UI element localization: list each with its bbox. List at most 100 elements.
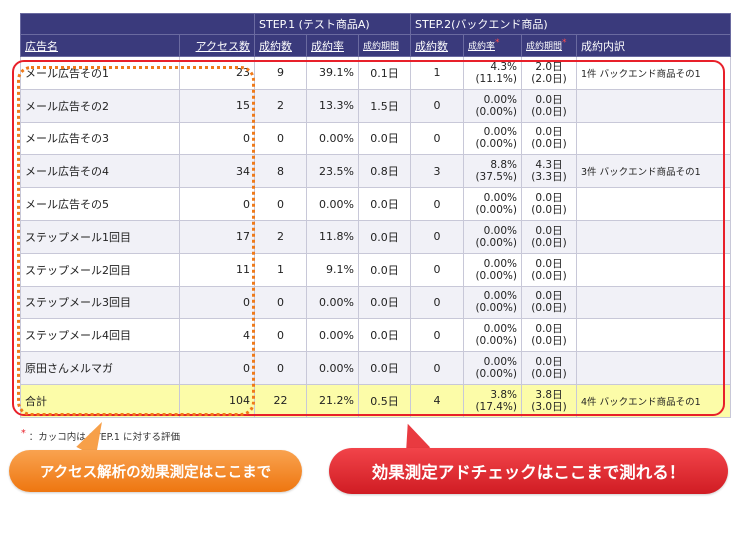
s1-period-cell: 0.0日: [358, 121, 411, 156]
s2-detail-cell: [575, 219, 732, 254]
s2-rate-cell: 0.00% (0.00%): [463, 285, 522, 320]
col-s1-rate-label[interactable]: 成約率: [311, 39, 344, 53]
ad-name-value: メール広告その4: [25, 165, 109, 179]
s2-rate-cell: 0.00% (0.00%): [463, 318, 522, 353]
s2-period-value: (0.0日): [531, 368, 567, 381]
s2-rate-cell: 3.8% (17.4%): [463, 383, 522, 418]
total-row: 合計 104 22 21.2% 0.5日 4 3.8% (17.4%) 3.8日 (3.0日) 4件…: [20, 383, 732, 418]
s2-count-value: 1: [433, 66, 441, 80]
s2-period-value: 0.0日: [535, 356, 563, 369]
s1-rate-value: 39.1%: [319, 66, 354, 80]
col-s2-period[interactable]: 成約期間*: [521, 34, 577, 57]
col-s1-period[interactable]: 成約期間: [358, 34, 411, 57]
s2-rate-value: 0.00%: [483, 356, 517, 369]
s2-count-value: 0: [433, 99, 441, 113]
s2-period-value: (0.0日): [531, 236, 567, 249]
s2-rate-value: (11.1%): [475, 72, 517, 85]
adcheck-range-highlight: [12, 60, 725, 416]
s1-period-cell: 0.0日: [358, 318, 411, 353]
s1-count-cell: 0: [254, 318, 307, 353]
col-s2-period-label[interactable]: 成約期間: [526, 42, 563, 52]
s2-rate-cell: 0.00% (0.00%): [463, 187, 522, 221]
s2-period-cell: 0.0日 (0.0日): [521, 187, 577, 221]
col-s2-rate[interactable]: 成約率*: [463, 34, 522, 57]
s2-period-cell: 0.0日 (0.0日): [521, 88, 577, 123]
col-s1-period-label[interactable]: 成約期間: [363, 42, 400, 52]
s2-count-cell: 3: [410, 154, 464, 189]
access-cell: 34: [179, 154, 255, 189]
ad-name-cell: ステップメール2回目: [20, 252, 180, 287]
col-s1-count[interactable]: 成約数: [254, 34, 307, 57]
table-row: メール広告その2 15 2 13.3% 1.5日 0 0.00% (0.00%) 0.0日 (0.…: [20, 88, 732, 123]
s2-rate-value: 0.00%: [483, 93, 517, 106]
s2-rate-value: (0.00%): [475, 269, 517, 282]
s2-rate-value: (0.00%): [475, 105, 517, 118]
s1-period-value: 1.5日: [370, 99, 399, 113]
ad-name-value: 原田さんメルマガ: [25, 362, 113, 376]
col-ad-name-label[interactable]: 広告名: [25, 39, 58, 53]
s1-count-value: 0: [277, 361, 284, 375]
s2-detail-cell: [575, 351, 732, 385]
ad-name-value: ステップメール3回目: [25, 296, 131, 310]
s2-period-value: 0.0日: [535, 224, 563, 237]
s1-count-value: 2: [277, 230, 284, 244]
s1-rate-value: 21.2%: [319, 394, 354, 408]
s1-period-cell: 0.0日: [358, 285, 411, 320]
s1-count-value: 2: [277, 99, 284, 113]
header-row-steps: STEP.1 (テスト商品A) STEP.2(バックエンド商品): [20, 13, 732, 35]
s1-count-value: 22: [273, 394, 288, 408]
col-s1-rate[interactable]: 成約率: [306, 34, 359, 57]
s1-count-cell: 2: [254, 88, 307, 123]
s2-rate-value: (0.00%): [475, 236, 517, 249]
s1-period-cell: 0.8日: [358, 154, 411, 189]
col-access[interactable]: アクセス数: [179, 34, 255, 57]
header-blank: [20, 13, 255, 35]
ad-name-cell: 原田さんメルマガ: [20, 351, 180, 385]
s2-count-cell: 0: [410, 187, 464, 221]
s1-period-cell: 0.0日: [358, 351, 411, 385]
access-value: 0: [243, 131, 250, 145]
access-cell: 0: [179, 351, 255, 385]
access-cell: 0: [179, 121, 255, 156]
s2-period-value: 2.0日: [535, 60, 563, 73]
s2-detail-value: 1件 バックエンド商品その1: [581, 68, 701, 80]
s2-rate-value: 0.00%: [483, 290, 517, 303]
s2-period-value: (3.0日): [531, 400, 567, 413]
s1-period-value: 0.0日: [370, 230, 399, 244]
s2-period-value: (2.0日): [531, 72, 567, 85]
access-cell: 15: [179, 88, 255, 123]
s2-rate-cell: 8.8% (37.5%): [463, 154, 522, 189]
col-s2-rate-label[interactable]: 成約率: [468, 42, 496, 52]
s2-detail-value: 3件 バックエンド商品その1: [581, 167, 701, 179]
col-s2-count[interactable]: 成約数: [410, 34, 464, 57]
col-s1-count-label[interactable]: 成約数: [259, 39, 292, 53]
adcheck-callout: 効果測定アドチェックはここまで測れる！: [329, 448, 728, 494]
ad-name-value: ステップメール4回目: [25, 329, 131, 343]
s2-rate-cell: 0.00% (0.00%): [463, 121, 522, 156]
s2-count-value: 0: [433, 197, 441, 211]
s2-period-value: 0.0日: [535, 323, 563, 336]
s1-rate-cell: 13.3%: [306, 88, 359, 123]
s1-period-value: 0.0日: [370, 263, 399, 277]
s1-count-value: 0: [277, 295, 284, 309]
s2-period-value: 0.0日: [535, 93, 563, 106]
s1-count-cell: 0: [254, 351, 307, 385]
ad-name-value: メール広告その2: [25, 99, 109, 113]
s1-period-cell: 0.0日: [358, 219, 411, 254]
col-access-label[interactable]: アクセス数: [195, 39, 250, 53]
s1-rate-value: 0.00%: [319, 295, 354, 309]
ad-name-value: メール広告その3: [25, 132, 109, 146]
s1-period-value: 0.1日: [370, 66, 399, 80]
col-s2-count-label[interactable]: 成約数: [415, 39, 448, 53]
s2-count-value: 4: [433, 394, 441, 408]
access-value: 11: [236, 263, 250, 277]
access-value: 0: [243, 197, 250, 211]
access-callout: アクセス解析の効果測定はここまで: [9, 450, 302, 492]
s1-count-cell: 0: [254, 187, 307, 221]
table-row: ステップメール4回目 4 0 0.00% 0.0日 0 0.00% (0.00%) 0.0日 (0…: [20, 318, 732, 353]
s2-rate-value: 0.00%: [483, 257, 517, 270]
s1-count-value: 8: [277, 164, 284, 178]
col-ad-name[interactable]: 広告名: [20, 34, 180, 57]
s2-rate-value: 0.00%: [483, 126, 517, 139]
s2-count-cell: 0: [410, 351, 464, 385]
